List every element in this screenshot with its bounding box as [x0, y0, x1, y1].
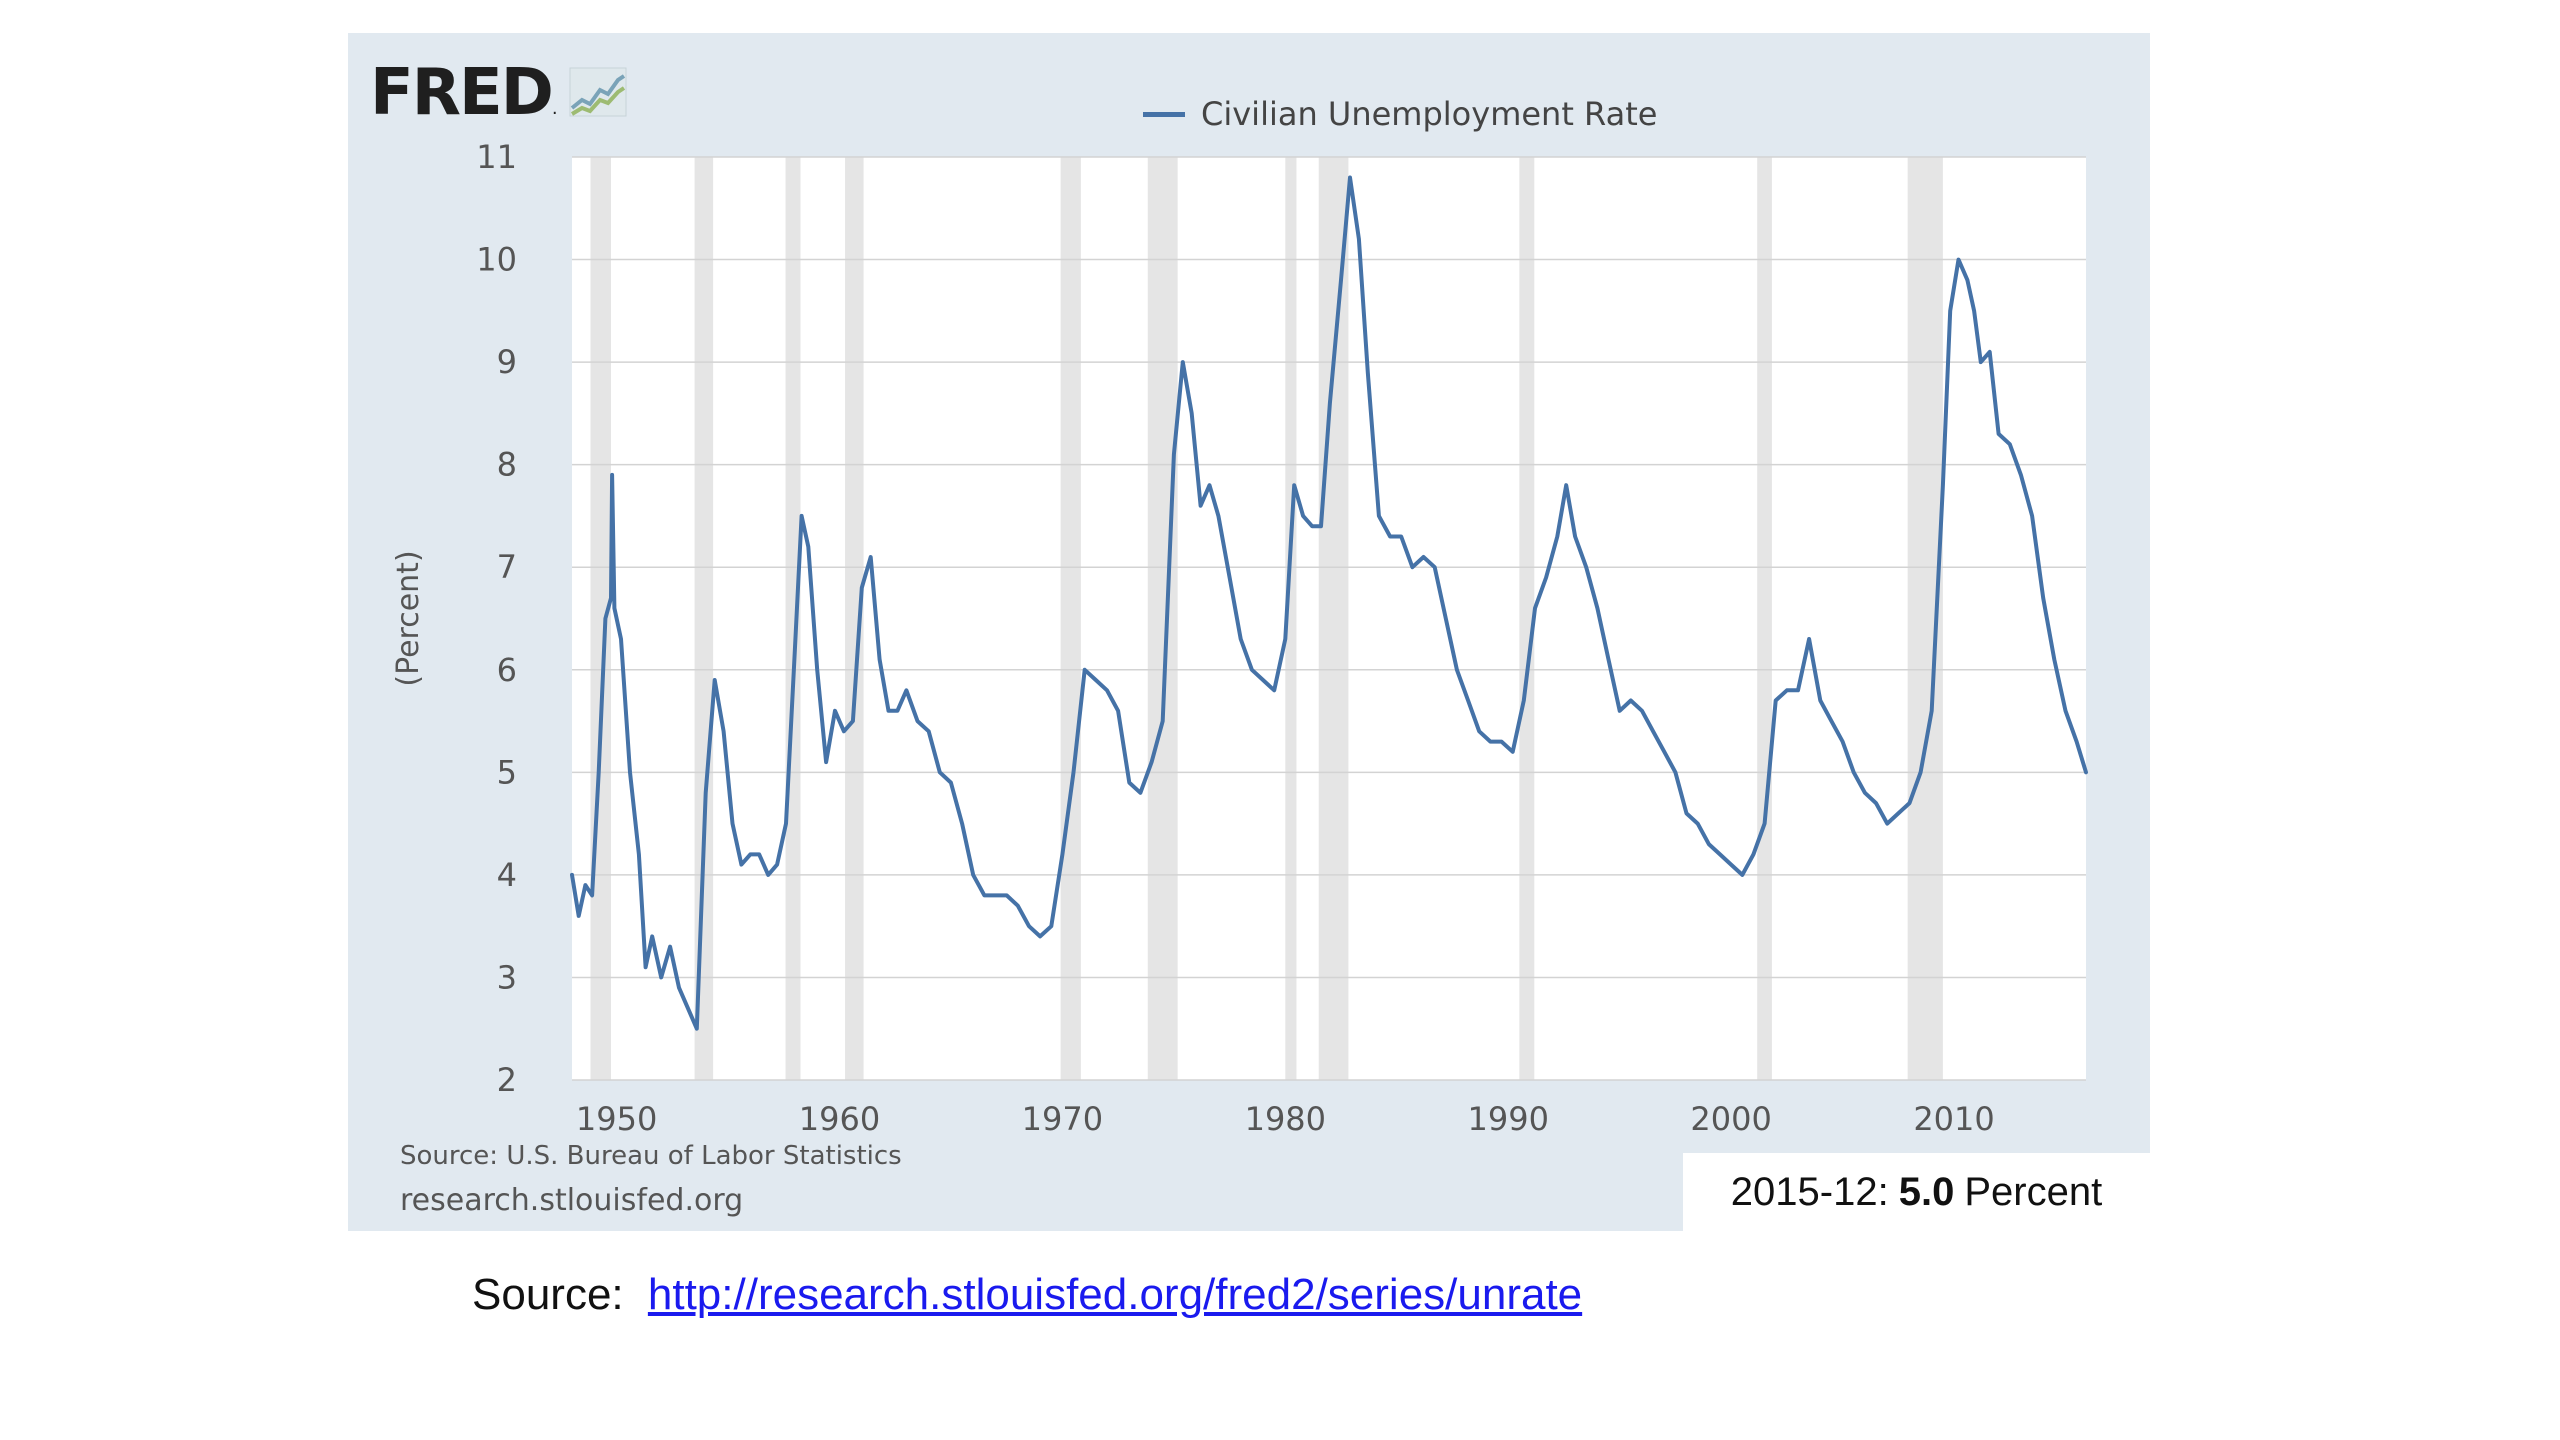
chart-svg: 2 3 4 5 6 7 8 9 10 11 1950 1960 1970 1980 1990 2000 2010… [391, 138, 2088, 1138]
y-axis-title: (Percent) [391, 550, 426, 686]
fred-logo-mark: . [551, 98, 558, 119]
recession-band [1147, 157, 1178, 1080]
recession-band [845, 157, 864, 1080]
y-tick-label: 10 [476, 241, 517, 279]
y-tick-label: 4 [497, 856, 517, 894]
source-label: Source: [472, 1270, 624, 1319]
latest-date: 2015-12: [1730, 1169, 1889, 1214]
y-tick-label: 6 [497, 651, 517, 689]
y-tick-label: 11 [476, 138, 517, 176]
y-tick-label: 9 [497, 343, 517, 381]
y-tick-label: 3 [497, 958, 517, 996]
recession-band [694, 157, 714, 1080]
recession-band [590, 157, 612, 1080]
fred-chart-panel: 2 3 4 5 6 7 8 9 10 11 1950 1960 1970 1980 1990 2000 2010… [348, 33, 2150, 1231]
legend-swatch [1143, 111, 1185, 117]
trend-chart-icon [568, 64, 628, 123]
recession-band [1285, 157, 1297, 1080]
fred-logo-text: FRED [370, 56, 554, 130]
x-tick-label: 1990 [1468, 1100, 1549, 1138]
source-line: Source: http://research.stlouisfed.org/f… [472, 1270, 1582, 1320]
x-tick-label: 2010 [1913, 1100, 1994, 1138]
recession-band [1757, 157, 1772, 1080]
latest-unit: Percent [1964, 1169, 2103, 1214]
recession-band [1519, 157, 1535, 1080]
x-tick-label: 1970 [1022, 1100, 1103, 1138]
y-tick-label: 5 [497, 753, 517, 791]
y-tick-label: 7 [497, 548, 517, 586]
x-tick-label: 1960 [799, 1100, 880, 1138]
recession-band [1318, 157, 1349, 1080]
series-line [570, 175, 2088, 1031]
site-url-note: research.stlouisfed.org [400, 1183, 744, 1218]
x-tick-label: 1980 [1245, 1100, 1326, 1138]
source-link[interactable]: http://research.stlouisfed.org/fred2/ser… [647, 1270, 1583, 1319]
legend-label: Civilian Unemployment Rate [1201, 95, 1658, 133]
x-tick-label: 1950 [576, 1100, 657, 1138]
fred-logo: FRED . [370, 53, 628, 133]
chart-legend: Civilian Unemployment Rate [1143, 95, 1657, 133]
data-source-note: Source: U.S. Bureau of Labor Statistics [400, 1141, 902, 1171]
y-tick-label: 8 [497, 446, 517, 484]
y-tick-label: 2 [497, 1061, 517, 1099]
latest-value-box: 2015-12: 5.0 Percent [1683, 1153, 2150, 1231]
latest-value: 5.0 [1898, 1169, 1955, 1214]
x-tick-label: 2000 [1690, 1100, 1771, 1138]
recession-band [1060, 157, 1081, 1080]
recession-band [785, 157, 801, 1080]
